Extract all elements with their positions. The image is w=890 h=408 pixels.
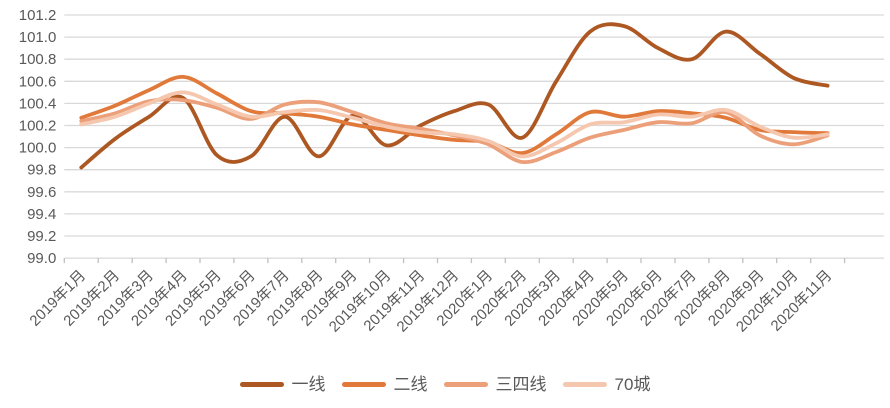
legend-label: 二线 <box>393 375 428 394</box>
y-axis-labels: 99.0 99.2 99.4 99.6 99.8 100.0 100.2 100.4 100.6… <box>19 7 57 267</box>
y-axis-label: 99.6 <box>27 184 56 201</box>
legend-item-3[interactable]: 70城 <box>562 375 651 394</box>
y-axis-label: 99.0 <box>27 250 56 267</box>
y-axis-label: 101.2 <box>19 7 57 24</box>
y-axis-label: 100.6 <box>19 73 57 90</box>
y-axis-label: 99.4 <box>27 206 56 223</box>
legend-item-0[interactable]: 一线 <box>239 375 326 394</box>
y-gridlines <box>64 14 884 259</box>
y-axis-label: 100.4 <box>19 95 57 112</box>
x-axis <box>63 258 846 264</box>
y-axis-label: 100.0 <box>19 140 57 157</box>
y-axis-label: 99.8 <box>27 162 56 179</box>
series-line-3 <box>79 90 830 159</box>
series-line-0 <box>79 22 830 170</box>
legend-label: 三四线 <box>495 375 547 394</box>
legend-item-1[interactable]: 二线 <box>341 375 428 394</box>
legend-label: 70城 <box>614 375 651 394</box>
x-axis-labels: 2019年1月2019年2月2019年3月2019年4月2019年5月2019年… <box>26 267 835 336</box>
legend-swatch-1 <box>341 382 386 387</box>
chart-legend: 一线 二线 三四线 70城 <box>0 376 890 393</box>
y-axis-label: 100.8 <box>19 51 57 68</box>
y-axis-label: 99.2 <box>27 228 56 245</box>
y-axis-label: 101.0 <box>19 29 57 46</box>
plot-area: 99.0 99.2 99.4 99.6 99.8 100.0 100.2 100.4 100.6… <box>19 7 884 336</box>
legend-swatch-2 <box>443 382 488 387</box>
legend-swatch-3 <box>562 382 607 387</box>
legend-swatch-0 <box>239 382 284 387</box>
legend-label: 一线 <box>291 375 326 394</box>
legend-item-2[interactable]: 三四线 <box>443 375 547 394</box>
y-axis-label: 100.2 <box>19 118 57 135</box>
